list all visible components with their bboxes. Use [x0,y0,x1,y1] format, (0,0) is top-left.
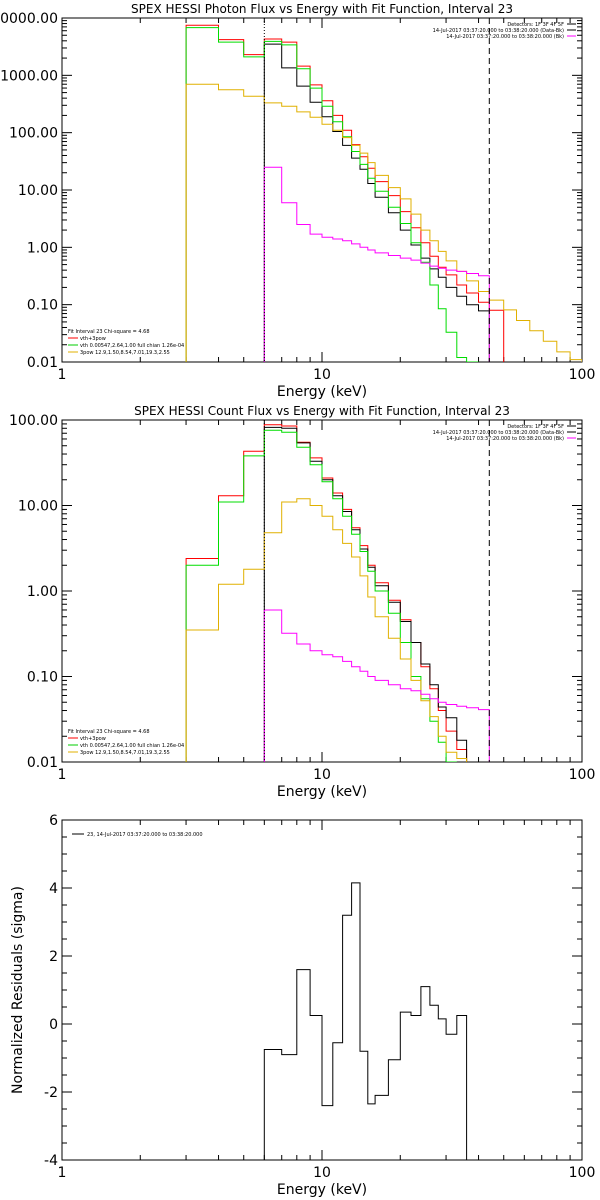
data-series [263,43,490,362]
y-tick-label: 0.10 [27,670,58,686]
y-tick-label: 1.00 [27,584,58,600]
legend-item: 23, 14-Jul-2017 03:37:20.000 to 03:38:20… [87,832,203,838]
legend-item: vth 0.00547,2.64,1.00 full chian 1.26e-0… [80,743,184,749]
x-axis-title: Energy (keV) [277,1182,367,1198]
x-tick-label: 10 [313,367,331,383]
data-series [263,426,479,762]
y-tick-label: 10.00 [18,183,58,199]
data-series [185,498,468,762]
x-tick-label: 10 [313,767,331,783]
legend-item: vth+3pow [80,336,106,342]
data-series [185,27,479,362]
chart-title: SPEX HESSI Photon Flux vs Energy with Fi… [131,2,513,16]
series-group [263,882,468,1160]
series-group [185,24,582,362]
chart-3: 1 10 100 -4 -2 0 2 4 6 Energy (keV) Normalized Res… [10,813,595,1198]
y-tick-label: -2 [44,1085,58,1101]
x-axis-title: Energy (keV) [277,384,367,400]
y-tick-label: 100.00 [9,126,58,142]
data-series [263,166,490,362]
x-tick-label: 10 [313,1165,331,1181]
y-tick-label: 6 [49,813,58,829]
y-tick-label: 0.01 [27,755,58,771]
y-tick-label: 4 [49,881,58,897]
data-series [263,882,468,1160]
y-tick-label: 0.01 [27,355,58,371]
chart-1: 1 10 100 0.01 0.10 1.00 10.00 100.00 1000.00 1000… [0,2,595,400]
y-tick-label: 1.00 [27,240,58,256]
data-series [185,24,505,362]
y-tick-label: 10.00 [18,499,58,515]
x-axis-title: Energy (keV) [277,784,367,800]
x-tick-label: 100 [569,767,596,783]
legend-item: Fit Interval 23 Chi-square = 4.68 [68,329,150,335]
legend-item: Detectors: 1F 3F 4F 5F [507,424,564,430]
y-axis-title: Normalized Residuals (sigma) [10,886,26,1094]
legend-item: 3pow 12.9,1.50,8.54,7.01,19.3,2.55 [80,750,170,756]
legend-item: 14-Jul-2017 03:37:20.000 to 03:38:20.000… [446,436,564,442]
x-tick-label: 100 [569,1165,596,1181]
y-tick-label: 0.10 [27,298,58,314]
plot-frame [61,819,583,1161]
data-series [185,429,457,762]
legend-item: 14-Jul-2017 03:37:20.000 to 03:38:20.000… [433,28,564,34]
y-tick-label: 10000.00 [0,11,58,27]
legend-item: Detectors: 1F 3F 4F 5F [507,22,564,28]
legend-item: 3pow 12.9,1.50,8.54,7.01,19.3,2.55 [80,350,170,356]
legend-item: vth+3pow [80,736,106,742]
legend-item: vth 0.00547,2.64,1.00 full chian 1.26e-0… [80,343,184,349]
series-group [185,424,490,762]
x-tick-label: 100 [569,367,596,383]
chart-2: 1 10 100 0.01 0.10 1.00 10.00 100.00 SPEX HESSI … [9,404,595,800]
x-tick-label: 1 [58,367,67,383]
y-tick-label: 1000.00 [0,68,58,84]
x-tick-label: 1 [58,767,67,783]
y-tick-label: -4 [44,1153,58,1169]
legend-item: 14-Jul-2017 03:37:20.000 to 03:38:20.000… [446,34,564,40]
data-series [263,609,490,762]
data-series [185,83,582,362]
legend-item: 14-Jul-2017 03:37:20.000 to 03:38:20.000… [433,430,564,436]
y-tick-label: 100.00 [9,413,58,429]
x-tick-label: 1 [58,1165,67,1181]
chart-title: SPEX HESSI Count Flux vs Energy with Fit… [134,404,510,418]
data-series [185,424,479,762]
legend-item: Fit Interval 23 Chi-square = 4.68 [68,729,150,735]
y-tick-label: 2 [49,949,58,965]
y-tick-label: 0 [49,1017,58,1033]
